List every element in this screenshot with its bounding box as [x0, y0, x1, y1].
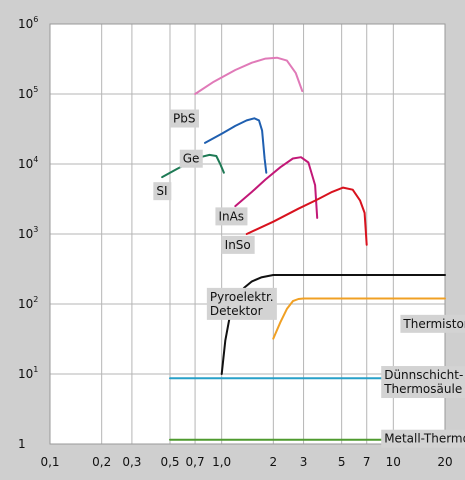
- x-tick-label: 5: [338, 455, 346, 469]
- y-tick-exponent: 1: [33, 365, 38, 374]
- series-line: [272, 297, 446, 340]
- series-label: Pyroelektr.Detektor: [206, 287, 277, 320]
- series-label: Thermistor: [400, 314, 465, 333]
- y-tick-label: 105: [18, 85, 38, 101]
- y-tick-exponent: 6: [33, 15, 38, 24]
- series-line: [194, 56, 304, 95]
- series-label-text: Pyroelektr.: [210, 290, 274, 304]
- x-tick-label: 0,7: [186, 455, 205, 469]
- x-tick-label: 0,5: [160, 455, 179, 469]
- y-tick-exponent: 2: [33, 295, 38, 304]
- plot-border: [49, 23, 446, 445]
- series-label-text: InSo: [225, 238, 251, 252]
- x-tick-label: 20: [437, 455, 452, 469]
- series-line: [234, 156, 319, 219]
- series-label-text: Ge: [183, 152, 200, 166]
- series-line: [161, 153, 225, 179]
- series-label: SI: [153, 182, 172, 201]
- series-line: [245, 186, 368, 246]
- tick-labels: 0,1 0,2 0,3 0,5 0,7 1,0 2 3 5 7 10 2011011021031041…: [18, 15, 453, 469]
- series-label-bg: [381, 366, 465, 399]
- series-label-text: InAs: [218, 209, 244, 223]
- series-label-bg: [153, 182, 172, 201]
- series-line: [204, 117, 268, 174]
- series-label-text: Metall-Thermosäule: [384, 432, 465, 446]
- x-tick-label: 0,3: [122, 455, 141, 469]
- series-label: InAs: [215, 207, 248, 226]
- series-label-bg: [179, 149, 203, 168]
- series-label-text: Thermistor: [402, 317, 465, 331]
- series-label: Metall-Thermosäule: [381, 429, 465, 448]
- y-tick-label: 103: [18, 225, 38, 241]
- series-label-bg: [221, 235, 255, 254]
- series-label-bg: [400, 314, 465, 333]
- series-label-text: SI: [156, 184, 167, 198]
- series-label-text: PbS: [173, 112, 195, 126]
- series-label: Ge: [179, 149, 203, 168]
- y-tick-exponent: 3: [33, 225, 38, 234]
- x-tick-label: 1,0: [212, 455, 231, 469]
- x-tick-label: 0,1: [40, 455, 59, 469]
- series-label-bg: [215, 207, 248, 226]
- series-label: InSo: [221, 235, 255, 254]
- y-tick-exponent: 5: [33, 85, 38, 94]
- series-label-bg: [169, 109, 199, 128]
- x-tick-label: 10: [386, 455, 401, 469]
- series-label-bg: [206, 287, 277, 320]
- y-tick-label: 104: [18, 155, 38, 171]
- series-label-text: Thermosäule: [383, 382, 462, 396]
- y-tick-label: 106: [18, 15, 38, 31]
- series-label: Dünnschicht-Thermosäule: [381, 366, 465, 399]
- y-tick-label: 102: [18, 295, 38, 311]
- x-tick-label: 2: [270, 455, 278, 469]
- series-label-text: Detektor: [210, 304, 263, 318]
- series-labels: PbS Ge SI InAs InSo Pyroelektr.Detektor Thermi…: [153, 109, 465, 448]
- y-tick-label: 101: [18, 365, 38, 381]
- series-label-bg: [381, 429, 465, 448]
- y-tick-label: 1: [18, 437, 26, 451]
- series-label-text: Dünnschicht-: [384, 368, 463, 382]
- x-tick-label: 7: [363, 455, 371, 469]
- x-tick-label: 0,2: [92, 455, 111, 469]
- x-tick-label: 3: [300, 455, 308, 469]
- y-tick-exponent: 4: [33, 155, 38, 164]
- series-label: PbS: [169, 109, 199, 128]
